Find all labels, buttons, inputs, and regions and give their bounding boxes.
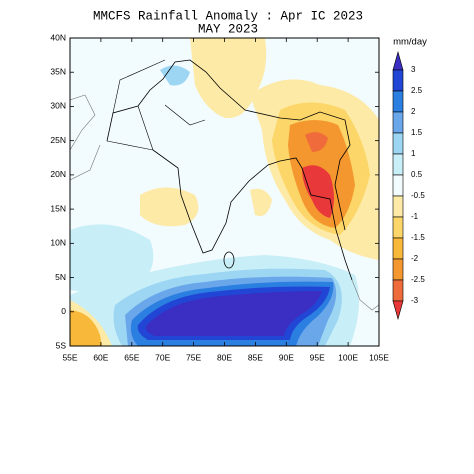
y-tick-label: 5N	[55, 272, 66, 282]
y-tick-label: 35N	[50, 66, 66, 76]
y-tick-label: 0	[61, 306, 66, 316]
y-tick-label: 20N	[50, 169, 66, 179]
coastline	[223, 251, 235, 269]
x-tick-label: 75E	[186, 352, 201, 362]
y-tick-label: 25N	[50, 135, 66, 145]
x-tick-label: 65E	[124, 352, 139, 362]
colorbar-tick-label: -2	[411, 254, 419, 263]
colorbar-tick-label: 0.5	[411, 170, 423, 179]
colorbar-box	[392, 216, 404, 239]
x-tick-label: 80E	[217, 352, 232, 362]
coastline	[70, 94, 101, 181]
y-tick-label: 40N	[50, 32, 66, 42]
x-tick-label: 85E	[248, 352, 263, 362]
colorbar-label: mm/day	[393, 37, 427, 48]
x-tick-label: 95E	[310, 352, 325, 362]
colorbar-box	[392, 258, 404, 281]
colorbar-tick-label: 1	[411, 149, 416, 158]
colorbar-arrow	[392, 300, 404, 321]
colorbar-box	[392, 132, 404, 155]
chart-subtitle: MAY 2023	[198, 22, 258, 36]
contour	[145, 291, 322, 336]
colorbar-tick-label: -2.5	[411, 275, 425, 284]
contour	[160, 65, 190, 86]
x-tick-label: 90E	[279, 352, 294, 362]
contour	[140, 187, 199, 227]
x-tick-label: 70E	[155, 352, 170, 362]
colorbar-tick-label: -3	[411, 296, 419, 305]
y-tick-label: 15N	[50, 203, 66, 213]
colorbar-tick-label: -0.5	[411, 191, 425, 200]
colorbar-tick-label: 1.5	[411, 128, 423, 137]
y-tick-label: 30N	[50, 101, 66, 111]
contour	[305, 132, 328, 152]
colorbar-tick-label: -1.5	[411, 233, 425, 242]
chart-title: MMCFS Rainfall Anomaly : Apr IC 2023	[93, 9, 363, 23]
map-field	[70, 38, 379, 346]
colorbar-box	[392, 69, 404, 92]
contour	[70, 310, 102, 346]
colorbar-box	[392, 153, 404, 176]
coastline	[152, 149, 353, 281]
colorbar-box	[392, 237, 404, 260]
contour	[190, 38, 267, 119]
colorbar-arrow	[392, 50, 404, 71]
colorbar-box	[392, 90, 404, 113]
x-tick-label: 100E	[338, 352, 358, 362]
x-tick-label: 105E	[369, 352, 389, 362]
coastline	[351, 279, 379, 311]
colorbar-tick-label: -1	[411, 212, 419, 221]
x-tick-label: 55E	[62, 352, 77, 362]
y-tick-label: 5S	[56, 340, 67, 350]
y-tick-label: 10N	[50, 238, 66, 248]
colorbar-box	[392, 195, 404, 218]
border	[106, 59, 351, 231]
contour	[70, 224, 154, 292]
colorbar-tick-label: 3	[411, 65, 416, 74]
border	[106, 59, 206, 151]
colorbar-box	[392, 174, 404, 197]
colorbar-tick-label: 2.5	[411, 86, 423, 95]
x-tick-label: 60E	[93, 352, 108, 362]
colorbar-tick-label: 2	[411, 107, 416, 116]
contour	[250, 188, 272, 216]
colorbar-box	[392, 111, 404, 134]
contour	[302, 165, 334, 218]
colorbar-box	[392, 279, 404, 302]
